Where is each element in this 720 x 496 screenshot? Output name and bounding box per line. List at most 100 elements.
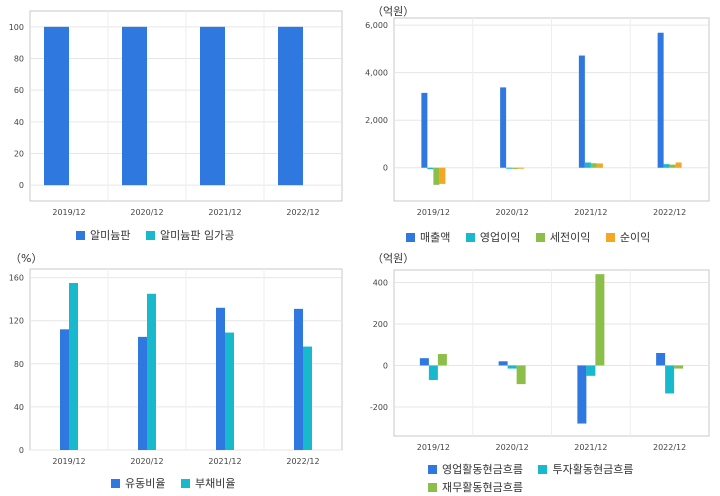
bar-순이익 <box>596 163 603 168</box>
legend-swatch-teal <box>538 464 548 474</box>
x-tick-label: 2019/12 <box>417 208 450 217</box>
y-tick-label: 40 <box>14 118 24 127</box>
chart3-legend: 유동비율 부채비율 <box>111 475 247 491</box>
legend-item[interactable]: 재무활동현금흐름 <box>428 479 523 495</box>
bar-매출액 <box>421 92 428 168</box>
legend-label: 부채비율 <box>194 477 236 490</box>
legend-label: 재무활동현금흐름 <box>442 481 523 494</box>
y-tick-label: 80 <box>14 55 24 64</box>
legend-swatch-teal <box>465 232 475 242</box>
x-tick-label: 2022/12 <box>286 208 319 217</box>
bar-영업활동현금흐름 <box>419 358 429 366</box>
legend-swatch-green <box>428 482 437 492</box>
bar-부채비율 <box>225 332 234 450</box>
bar-투자활동현금흐름 <box>507 365 517 369</box>
x-tick-label: 2021/12 <box>574 443 607 452</box>
y-tick-label: 2,000 <box>365 116 388 125</box>
legend-item[interactable]: 영업이익 <box>465 229 521 245</box>
x-tick-label: 2020/12 <box>496 443 529 452</box>
legend-label: 매출액 <box>420 231 451 244</box>
x-tick-label: 2019/12 <box>417 443 450 452</box>
y-tick-label: 6,000 <box>365 21 388 30</box>
bar-매출액 <box>578 55 585 168</box>
chart4-legend: 영업활동현금흐름 투자활동현금흐름 재무활동현금흐름 <box>428 461 688 495</box>
x-tick-label: 2022/12 <box>653 443 686 452</box>
y-tick-label: 4,000 <box>365 69 388 78</box>
legend-label: 알미늄판 <box>90 229 131 242</box>
legend-swatch-blue <box>428 464 437 474</box>
legend-label: 순이익 <box>619 231 651 244</box>
bar-유동비율 <box>138 336 147 450</box>
legend-swatch-blue <box>76 230 85 240</box>
y-tick-label: 120 <box>9 317 24 326</box>
legend-swatch-blue <box>406 232 415 242</box>
bar-알미늄판 <box>44 26 69 186</box>
bar-영업활동현금흐름 <box>656 353 666 366</box>
bar-순이익 <box>439 167 446 184</box>
y-tick-label: 0 <box>383 361 388 370</box>
x-tick-label: 2021/12 <box>208 208 241 217</box>
bar-부채비율 <box>147 293 156 450</box>
legend-item[interactable]: 세전이익 <box>535 229 591 245</box>
y-tick-label: 80 <box>14 360 24 369</box>
chart1-legend: 알미늄판 알미늄판 임가공 <box>76 227 246 243</box>
y-tick-label: 40 <box>14 403 24 412</box>
legend-item[interactable]: 부채비율 <box>180 475 236 491</box>
bar-재무활동현금흐름 <box>437 354 447 366</box>
bar-매출액 <box>500 87 507 168</box>
chart3-unit-label: （%） <box>10 252 43 265</box>
legend-item[interactable]: 투자활동현금흐름 <box>538 461 633 477</box>
bar-세전이익 <box>669 164 676 168</box>
legend-item[interactable]: 유동비율 <box>111 475 165 491</box>
y-tick-label: 0 <box>19 446 24 455</box>
legend-item[interactable]: 영업활동현금흐름 <box>428 461 523 477</box>
bar-순이익 <box>518 167 525 169</box>
legend-swatch-teal <box>180 478 190 488</box>
bar-알미늄판 <box>278 26 303 186</box>
bar-세전이익 <box>590 163 597 168</box>
x-tick-label: 2020/12 <box>130 208 163 217</box>
bar-영업이익 <box>663 164 670 168</box>
y-tick-label: 100 <box>9 23 24 32</box>
legend-label: 알미늄판 임가공 <box>159 229 235 242</box>
legend-item[interactable]: 순이익 <box>605 229 651 245</box>
bar-영업활동현금흐름 <box>498 361 508 366</box>
bar-유동비율 <box>294 308 303 450</box>
x-tick-label: 2019/12 <box>52 208 85 217</box>
legend-item[interactable]: 매출액 <box>406 229 450 245</box>
y-tick-label: 200 <box>373 320 388 329</box>
bar-투자활동현금흐름 <box>586 365 596 376</box>
bar-영업이익 <box>584 162 591 168</box>
bar-매출액 <box>657 32 664 168</box>
chart2-legend: 매출액 영업이익 세전이익 순이익 <box>406 229 662 245</box>
legend-label: 영업이익 <box>479 231 521 244</box>
bar-부채비율 <box>69 283 78 450</box>
legend-swatch-green <box>535 232 545 242</box>
legend-swatch-blue <box>111 478 120 488</box>
bar-알미늄판 <box>200 26 225 186</box>
y-tick-label: 160 <box>9 274 24 283</box>
y-tick-label: 400 <box>373 278 388 287</box>
bar-유동비율 <box>60 329 69 450</box>
bar-세전이익 <box>512 167 519 169</box>
x-tick-label: 2022/12 <box>286 457 319 466</box>
bar-영업이익 <box>506 167 513 169</box>
legend-label: 세전이익 <box>549 231 591 244</box>
y-tick-label: 60 <box>14 86 24 95</box>
y-tick-label: -200 <box>370 403 388 412</box>
x-tick-label: 2020/12 <box>496 208 529 217</box>
bar-투자활동현금흐름 <box>665 365 675 394</box>
legend-item[interactable]: 알미늄판 임가공 <box>145 227 235 243</box>
bar-재무활동현금흐름 <box>674 365 684 369</box>
bar-순이익 <box>675 162 682 168</box>
x-tick-label: 2020/12 <box>130 457 163 466</box>
bar-알미늄판 <box>122 26 147 186</box>
y-tick-label: 20 <box>14 150 24 159</box>
bar-세전이익 <box>433 167 440 185</box>
x-tick-label: 2022/12 <box>653 208 686 217</box>
legend-item[interactable]: 알미늄판 <box>76 227 130 243</box>
legend-swatch-teal <box>145 230 155 240</box>
chart2-unit-label: （억원） <box>372 5 415 18</box>
x-tick-label: 2019/12 <box>52 457 85 466</box>
